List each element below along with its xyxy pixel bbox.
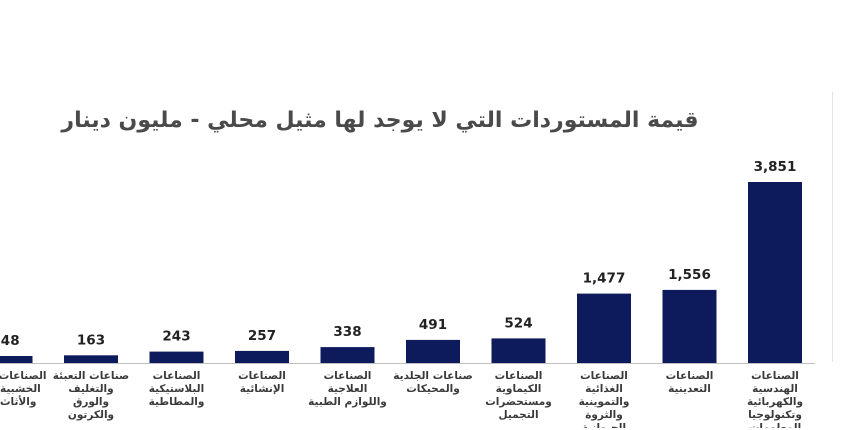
right-divider-line (832, 92, 833, 362)
bar-3 (577, 293, 631, 363)
bar-10 (0, 356, 33, 363)
bar-9 (64, 355, 118, 363)
value-label-1: 3,851 (754, 159, 797, 175)
category-label-9: صناعات التعبئة والتغليف والورق والكرتون (52, 370, 130, 421)
category-label-10: الصناعات الخشبية والأثاث (0, 370, 47, 408)
value-label-6: 338 (333, 324, 361, 340)
value-label-3: 1,477 (583, 271, 626, 287)
bar-4 (491, 338, 546, 363)
category-label-2: الصناعات التعدينية (665, 370, 714, 395)
value-label-9: 163 (77, 332, 105, 348)
category-label-3: الصناعات الغذائية والتموينية والثروة الح… (578, 370, 630, 428)
category-label-8: الصناعات البلاستيكية والمطاطية (148, 370, 205, 408)
category-label-4: الصناعات الكيماوية ومستحضرات التجميل (485, 370, 552, 421)
value-label-8: 243 (162, 329, 190, 345)
value-label-4: 524 (504, 315, 532, 331)
category-label-7: الصناعات الإنشائية (238, 370, 286, 395)
category-label-1: الصناعات الهندسية والكهربائية وتكنولوجيا… (746, 370, 804, 428)
value-label-2: 1,556 (668, 267, 711, 283)
bar-5 (406, 339, 460, 363)
bar-1 (748, 182, 802, 363)
category-label-6: الصناعات العلاجية واللوازم الطبية (308, 370, 387, 408)
bar-2 (662, 289, 717, 363)
value-label-5: 491 (419, 317, 447, 333)
value-label-7: 257 (248, 328, 276, 344)
chart-title: قيمة المستوردات التي لا يوجد لها مثيل مح… (61, 108, 699, 133)
bar-7 (235, 350, 289, 363)
value-label-10: 148 (0, 333, 20, 349)
category-label-5: صناعات الجلدية والمحيكات (393, 370, 473, 395)
bar-6 (320, 347, 375, 363)
bar-8 (149, 351, 204, 363)
